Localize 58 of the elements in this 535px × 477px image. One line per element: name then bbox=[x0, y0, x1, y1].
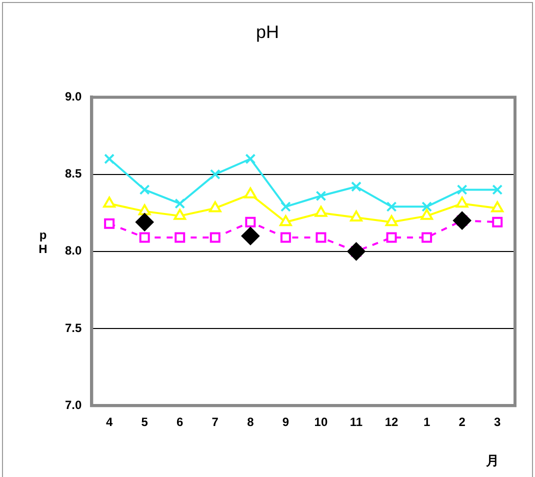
x-tick-label: 2 bbox=[458, 415, 466, 430]
y-tick-label: 7.5 bbox=[64, 320, 82, 335]
point bbox=[136, 213, 154, 232]
point bbox=[491, 201, 504, 212]
y-axis-title: pH bbox=[38, 228, 48, 256]
point bbox=[420, 208, 434, 220]
point bbox=[456, 196, 468, 208]
point bbox=[280, 215, 292, 226]
x-tick-label: 1 bbox=[423, 415, 430, 430]
point bbox=[316, 232, 326, 243]
x-tick-label: 5 bbox=[141, 415, 148, 430]
point bbox=[492, 184, 503, 195]
y-tick-label: 9.0 bbox=[64, 90, 82, 104]
y-tick-label: 8.0 bbox=[64, 244, 82, 258]
x-tick-label: 7 bbox=[212, 415, 219, 430]
point bbox=[245, 216, 256, 228]
point bbox=[456, 184, 468, 195]
point bbox=[280, 201, 291, 212]
point bbox=[316, 190, 326, 202]
x-tick-label: 6 bbox=[176, 415, 184, 430]
point bbox=[174, 208, 186, 220]
point bbox=[422, 232, 432, 243]
point bbox=[350, 210, 362, 222]
point bbox=[104, 218, 115, 229]
y-tick-label: 7.0 bbox=[64, 398, 82, 412]
point bbox=[139, 184, 150, 195]
point bbox=[386, 232, 397, 243]
x-tick-label: 9 bbox=[282, 415, 290, 430]
x-tick-label: 10 bbox=[314, 415, 328, 430]
point bbox=[314, 206, 328, 217]
point bbox=[244, 187, 257, 198]
chart-title: pH bbox=[254, 22, 280, 43]
point bbox=[210, 169, 220, 180]
point bbox=[174, 198, 186, 209]
x-axis-title: 月 bbox=[486, 452, 499, 470]
point bbox=[174, 232, 186, 243]
x-tick-label: 8 bbox=[247, 415, 254, 430]
y-tick-label: 8.5 bbox=[64, 166, 82, 181]
x-tick-label: 4 bbox=[106, 415, 113, 430]
point bbox=[386, 201, 397, 212]
point bbox=[347, 242, 366, 260]
point bbox=[104, 154, 115, 164]
point bbox=[280, 232, 291, 243]
point bbox=[492, 216, 503, 228]
x-tick-label: 12 bbox=[384, 415, 399, 430]
point bbox=[351, 181, 362, 192]
x-tick-label: 11 bbox=[350, 415, 363, 430]
point bbox=[139, 232, 150, 243]
point bbox=[210, 232, 220, 243]
x-tick-label: 3 bbox=[494, 415, 502, 430]
point bbox=[138, 204, 151, 216]
point bbox=[241, 226, 260, 245]
point bbox=[453, 212, 472, 230]
point bbox=[245, 154, 256, 164]
point bbox=[385, 215, 398, 226]
point bbox=[208, 201, 222, 212]
point bbox=[103, 196, 116, 208]
point bbox=[422, 201, 432, 212]
